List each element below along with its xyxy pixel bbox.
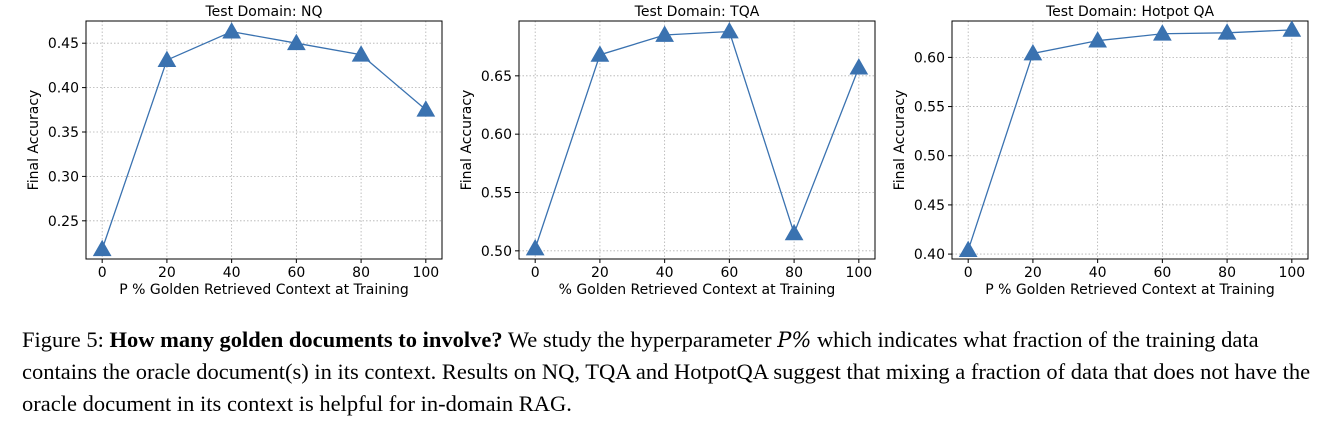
data-point-marker: [590, 45, 610, 62]
caption-text-1: We study the hyperparameter: [507, 327, 772, 352]
caption-symbol: P%: [777, 328, 812, 352]
y-axis-label: Final Accuracy: [459, 90, 475, 191]
series-line: [101, 30, 427, 250]
caption-label: Figure 5:: [22, 327, 104, 352]
x-tick-label: 80: [352, 265, 370, 281]
y-tick-label: 0.55: [914, 100, 945, 116]
data-point-marker: [92, 239, 112, 257]
x-tick-label: 40: [1089, 265, 1107, 281]
y-tick-label: 0.40: [48, 81, 79, 97]
data-point-marker: [222, 22, 241, 39]
y-tick-label: 0.30: [48, 169, 79, 185]
data-point-marker: [525, 238, 545, 256]
y-tick-label: 0.55: [481, 186, 512, 202]
x-tick-label: 20: [158, 265, 176, 281]
x-tick-label: 100: [845, 265, 872, 281]
chart-panel-1: 0 20 40 60 80 100 0.25 0.30 0.35 0.40 0.45 Test Dom…: [26, 4, 443, 298]
plot-frame: [518, 20, 876, 260]
y-tick-label: 0.50: [914, 149, 945, 165]
x-tick-label: 40: [223, 265, 241, 281]
x-tick-label: 40: [656, 265, 674, 281]
x-tick-label: 0: [531, 265, 540, 281]
x-axis-label: P % Golden Retrieved Context at Training: [119, 282, 409, 298]
x-tick-label: 0: [964, 265, 973, 281]
caption-text-2: which indicates what fraction of the tra…: [22, 327, 1311, 416]
y-tick-label: 0.60: [481, 127, 512, 143]
x-axis-label: % Golden Retrieved Context at Training: [559, 282, 836, 298]
data-point-marker: [784, 223, 804, 241]
series-line: [534, 30, 860, 249]
x-tick-label: 60: [1153, 265, 1171, 281]
plot-frame: [85, 20, 443, 260]
y-tick-label: 0.45: [48, 36, 79, 52]
data-point-marker: [416, 100, 436, 117]
x-tick-label: 80: [1218, 265, 1236, 281]
y-tick-label: 0.40: [914, 247, 945, 263]
data-point-marker: [1023, 43, 1043, 61]
data-point-marker: [157, 50, 177, 67]
y-tick-label: 0.60: [914, 50, 945, 66]
data-point-marker: [1282, 20, 1302, 37]
chart-title: Test Domain: Hotpot QA: [1045, 4, 1215, 20]
y-tick-label: 0.65: [481, 69, 512, 85]
y-axis-label: Final Accuracy: [892, 90, 908, 191]
caption-bold-title: How many golden documents to involve?: [109, 327, 503, 352]
chart-title: Test Domain: NQ: [204, 4, 322, 20]
data-point-marker: [1088, 31, 1107, 48]
x-tick-label: 20: [1024, 265, 1042, 281]
chart-panel-3: 0 20 40 60 80 100 0.40 0.45 0.50 0.55 0.60 Test Dom…: [892, 4, 1309, 298]
plot-frame: [951, 20, 1309, 260]
x-tick-label: 60: [720, 265, 738, 281]
data-point-marker: [655, 25, 674, 42]
x-tick-label: 20: [591, 265, 609, 281]
x-tick-label: 80: [785, 265, 803, 281]
figure-caption: Figure 5: How many golden documents to i…: [22, 324, 1322, 420]
y-axis-label: Final Accuracy: [26, 90, 42, 191]
data-point-marker: [287, 33, 306, 51]
chart-title: Test Domain: TQA: [634, 4, 760, 20]
series-line: [967, 29, 1292, 251]
y-tick-label: 0.50: [481, 244, 512, 260]
x-tick-label: 100: [1278, 265, 1305, 281]
y-tick-label: 0.35: [48, 125, 79, 141]
x-axis-label: P % Golden Retrieved Context at Training: [985, 282, 1275, 298]
x-tick-label: 60: [287, 265, 305, 281]
y-tick-label: 0.45: [914, 198, 945, 214]
chart-panel-2: 0 20 40 60 80 100 0.50 0.55 0.60 0.65 Test Domain:…: [459, 4, 876, 298]
x-tick-label: 100: [412, 265, 439, 281]
data-point-marker: [849, 58, 869, 75]
x-tick-label: 0: [98, 265, 107, 281]
y-tick-label: 0.25: [48, 214, 79, 230]
data-point-marker: [720, 21, 739, 39]
data-point-marker: [1153, 24, 1172, 41]
data-point-marker: [1217, 23, 1237, 40]
data-point-marker: [351, 45, 371, 62]
data-point-marker: [958, 240, 978, 258]
